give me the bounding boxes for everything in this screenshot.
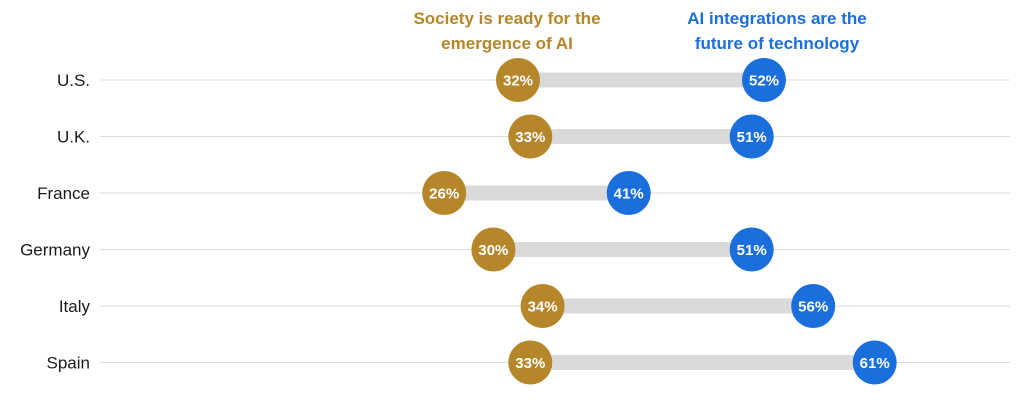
row-label: Germany	[20, 241, 90, 260]
row-germany: Germany 30% 51%	[20, 227, 1010, 272]
row-label: U.S.	[57, 71, 90, 90]
society-ready-value: 33%	[515, 129, 545, 146]
ai-integrations-value: 51%	[737, 129, 767, 146]
chart-rows: U.S. 32% 52% U.K. 33% 51% France 26% 41% Germany 3…	[20, 58, 1010, 385]
row-spain: Spain 33% 61%	[47, 340, 1010, 385]
society-ready-value: 32%	[503, 73, 533, 90]
ai-integrations-dot	[729, 114, 774, 159]
society-ready-value: 30%	[478, 242, 508, 259]
row-france: France 26% 41%	[37, 171, 1010, 215]
society-ready-dot	[520, 284, 565, 328]
ai-integrations-dot	[742, 58, 786, 102]
ai-integrations-value: 61%	[860, 355, 890, 372]
ai-integrations-value: 51%	[737, 242, 767, 259]
ai-integrations-value: 52%	[749, 73, 779, 90]
society-ready-dot	[422, 171, 467, 215]
ai-integrations-dot	[729, 227, 774, 272]
row-italy: Italy 34% 56%	[59, 284, 1010, 328]
ai-integrations-value: 56%	[798, 299, 828, 316]
ai-integrations-dot	[791, 284, 836, 328]
society-ready-dot	[508, 340, 553, 385]
society-ready-value: 26%	[429, 186, 459, 203]
ai-integrations-dot	[606, 171, 651, 215]
ai-integrations-dot	[852, 340, 897, 385]
legend: Society is ready for the emergence of AI A…	[413, 9, 866, 53]
legend-society-ready-line-1: Society is ready for the	[413, 9, 600, 28]
society-ready-dot	[496, 58, 540, 102]
society-ready-value: 34%	[528, 299, 558, 316]
row-label: France	[37, 184, 90, 203]
ai-integrations-value: 41%	[614, 186, 644, 203]
society-ready-value: 33%	[515, 355, 545, 372]
society-ready-dot	[508, 114, 553, 159]
row-u-k: U.K. 33% 51%	[57, 114, 1010, 159]
row-label: U.K.	[57, 128, 90, 147]
society-ready-dot	[471, 227, 516, 272]
row-u-s: U.S. 32% 52%	[57, 58, 1010, 102]
row-label: Italy	[59, 297, 91, 316]
row-label: Spain	[47, 354, 90, 373]
legend-ai-integrations-line-2: future of technology	[695, 34, 860, 53]
legend-society-ready-line-2: emergence of AI	[441, 34, 573, 53]
legend-ai-integrations-line-1: AI integrations are the	[687, 9, 866, 28]
